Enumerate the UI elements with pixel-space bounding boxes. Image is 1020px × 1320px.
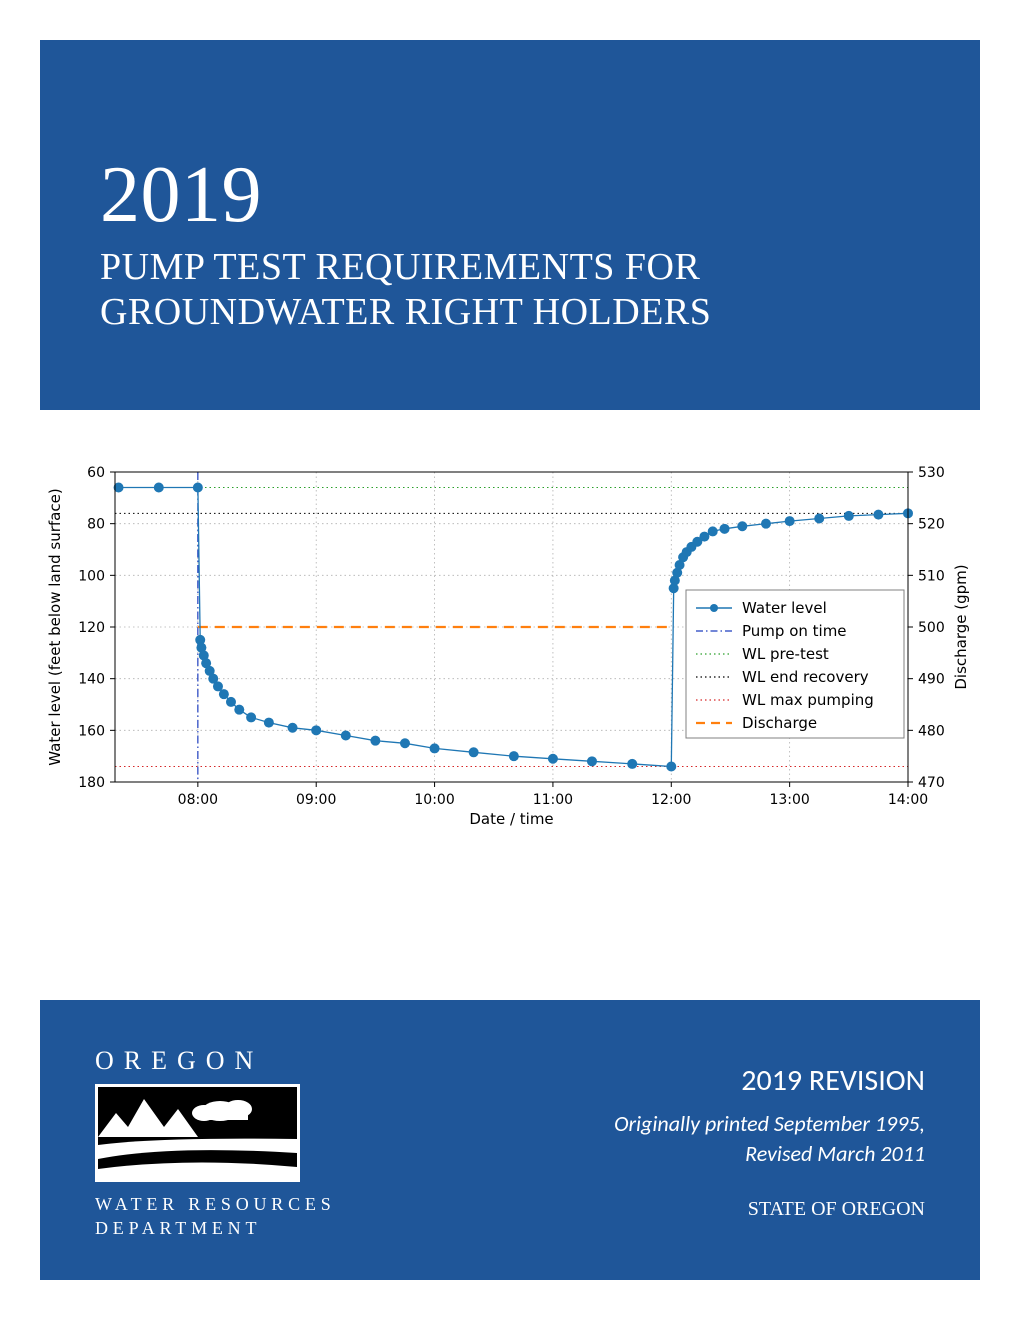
svg-text:490: 490	[918, 672, 945, 688]
svg-text:Discharge: Discharge	[742, 714, 817, 732]
revision-subtitle: Originally printed September 1995, Revis…	[614, 1109, 925, 1168]
footer-org: OREGON	[95, 1046, 355, 1241]
svg-text:Date / time: Date / time	[469, 810, 553, 828]
svg-text:60: 60	[87, 465, 105, 481]
chart-svg: 60 80 100 120 140 160 180 470 480 490 500 510 520 530…	[40, 460, 980, 890]
logo-svg	[98, 1087, 297, 1179]
svg-text:510: 510	[918, 568, 945, 584]
year: 2019	[100, 150, 920, 241]
svg-text:08:00: 08:00	[178, 792, 218, 808]
org-name-bottom: WATER RESOURCES DEPARTMENT	[95, 1192, 355, 1241]
svg-text:530: 530	[918, 465, 945, 481]
title-line-1: PUMP TEST REQUIREMENTS FOR	[100, 246, 700, 288]
page: 2019 PUMP TEST REQUIREMENTS FOR GROUNDWA…	[40, 40, 980, 1280]
svg-text:13:00: 13:00	[769, 792, 809, 808]
revision-title: 2019 REVISION	[614, 1062, 925, 1099]
svg-text:10:00: 10:00	[414, 792, 454, 808]
chart: 60 80 100 120 140 160 180 470 480 490 500 510 520 530…	[40, 460, 980, 890]
org-name-top: OREGON	[95, 1046, 355, 1076]
revision-sub-1: Originally printed September 1995,	[614, 1110, 925, 1137]
svg-text:14:00: 14:00	[888, 792, 928, 808]
svg-text:180: 180	[78, 775, 105, 791]
org-line-1: WATER RESOURCES	[95, 1194, 336, 1214]
svg-text:500: 500	[918, 620, 945, 636]
svg-text:Pump on time: Pump on time	[742, 622, 847, 640]
revision-sub-2: Revised March 2011	[745, 1140, 925, 1167]
svg-text:480: 480	[918, 723, 945, 739]
svg-text:Water level: Water level	[742, 599, 827, 617]
svg-text:WL max pumping: WL max pumping	[742, 691, 874, 709]
footer-block: OREGON	[40, 1000, 980, 1280]
svg-text:100: 100	[78, 568, 105, 584]
svg-text:Water level (feet below land s: Water level (feet below land surface)	[46, 488, 64, 765]
svg-text:11:00: 11:00	[533, 792, 573, 808]
footer-revision: 2019 REVISION Originally printed Septemb…	[614, 1062, 925, 1221]
svg-text:WL end recovery: WL end recovery	[742, 668, 869, 686]
header-block: 2019 PUMP TEST REQUIREMENTS FOR GROUNDWA…	[40, 40, 980, 410]
svg-text:Discharge (gpm): Discharge (gpm)	[952, 564, 970, 689]
svg-text:520: 520	[918, 517, 945, 533]
svg-text:140: 140	[78, 672, 105, 688]
svg-text:80: 80	[87, 517, 105, 533]
title-line-2: GROUNDWATER RIGHT HOLDERS	[100, 291, 711, 333]
svg-text:WL pre-test: WL pre-test	[742, 645, 829, 663]
svg-text:120: 120	[78, 620, 105, 636]
svg-text:470: 470	[918, 775, 945, 791]
svg-text:12:00: 12:00	[651, 792, 691, 808]
svg-text:09:00: 09:00	[296, 792, 336, 808]
org-line-2: DEPARTMENT	[95, 1218, 261, 1238]
revision-state: STATE OF OREGON	[614, 1198, 925, 1221]
title: PUMP TEST REQUIREMENTS FOR GROUNDWATER R…	[100, 245, 920, 335]
org-logo	[95, 1084, 300, 1182]
svg-text:160: 160	[78, 723, 105, 739]
